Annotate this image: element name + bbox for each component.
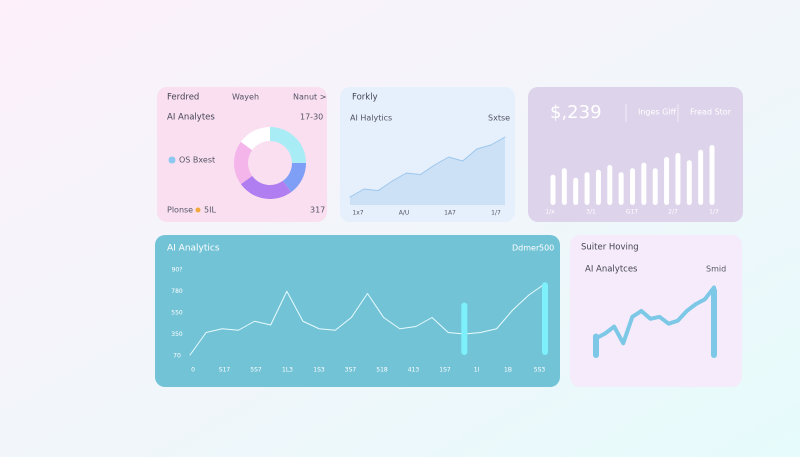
- footer: Plonse: [167, 206, 193, 215]
- x-tick-label: G1T: [626, 209, 638, 216]
- tab[interactable]: Nanut >: [293, 93, 326, 102]
- x-tick-label: 5S3: [534, 367, 546, 374]
- bar: [595, 169, 601, 205]
- footer: 5IL: [204, 206, 216, 215]
- x-tick-label: 1/x: [545, 209, 555, 216]
- bar: [652, 168, 658, 205]
- x-tick-label: 1B: [504, 367, 512, 374]
- card: [570, 235, 742, 387]
- line: [189, 283, 546, 356]
- value: $,239: [550, 102, 602, 123]
- line: [349, 136, 506, 198]
- x-tick-label: 1A7: [444, 210, 456, 217]
- bar: [461, 302, 468, 355]
- bar: [573, 177, 579, 205]
- x-tick-label: 2/7: [668, 209, 678, 216]
- x-tick-label: 518: [376, 367, 388, 374]
- bar: [550, 174, 556, 205]
- bar: [542, 282, 548, 355]
- bar: [664, 157, 670, 205]
- legend-dot: [168, 156, 176, 164]
- range: 17-30: [300, 113, 323, 122]
- y-tick-label: 350: [171, 331, 183, 338]
- y-tick-label: 780: [171, 288, 183, 295]
- card: [155, 235, 560, 387]
- bar: [698, 149, 704, 205]
- stat: Fread Stor: [690, 108, 732, 117]
- tag[interactable]: Ddmer: [512, 244, 540, 253]
- y-tick-label: 550: [171, 310, 183, 317]
- bar: [618, 172, 624, 205]
- tag: Smid: [706, 265, 726, 274]
- bar: [584, 172, 590, 205]
- x-tick-label: 1L3: [282, 367, 293, 374]
- subtitle: AI Analytces: [585, 265, 638, 275]
- bar: [593, 333, 599, 358]
- bar: [686, 160, 692, 205]
- card-title: Forkly: [352, 93, 378, 103]
- donut-segment: [282, 163, 306, 193]
- x-tick-label: 1S3: [313, 367, 325, 374]
- subtitle: AI Halytics: [350, 114, 392, 123]
- plots: 1x7 A/U 1A7 1/7 1/x 3/1 G1T 2/7 1/7 90? 780 550 350 7…: [171, 127, 719, 374]
- bar: [709, 145, 715, 205]
- legend: OS Bxest: [179, 156, 215, 165]
- donut-segment: [270, 127, 306, 163]
- y-tick-label: 70: [173, 353, 181, 360]
- footer-dot: [195, 207, 201, 213]
- donut-segment: [240, 175, 292, 200]
- x-tick-label: 413: [408, 367, 420, 374]
- card: [340, 87, 515, 222]
- footer: 317: [310, 206, 325, 215]
- bar: [630, 168, 635, 205]
- stat: Inges Glff: [638, 108, 677, 117]
- card-title: Ferdred: [167, 93, 199, 103]
- x-tick-label: 1S7: [439, 367, 451, 374]
- x-tick-label: S17: [219, 367, 231, 374]
- y-tick-label: 90?: [172, 267, 183, 274]
- bar: [607, 165, 613, 205]
- x-tick-label: 5S7: [250, 367, 262, 374]
- tag: 500: [539, 244, 554, 253]
- x-tick-label: 0: [191, 367, 195, 374]
- tag: Sxtse: [488, 114, 510, 123]
- x-tick-label: 3/1: [586, 209, 596, 216]
- donut-segment: [234, 141, 253, 185]
- donut-segment: [240, 127, 270, 151]
- x-tick-label: 1/7: [491, 210, 501, 217]
- line: [594, 285, 716, 346]
- tab[interactable]: Wayeh: [232, 93, 259, 102]
- card-title: AI Analytics: [167, 244, 220, 254]
- subtitle: AI Analytes: [167, 113, 215, 123]
- x-tick-label: 1/7: [709, 209, 719, 216]
- bar: [711, 287, 717, 358]
- x-tick-label: 1I: [474, 367, 480, 374]
- bar: [641, 162, 647, 205]
- x-tick-label: 3S7: [345, 367, 357, 374]
- x-tick-label: 1x7: [352, 210, 363, 217]
- area: [350, 137, 505, 205]
- x-tick-label: A/U: [399, 210, 410, 217]
- bar: [675, 153, 681, 205]
- card-title: Suiter Hoving: [581, 243, 639, 253]
- bar: [561, 168, 567, 205]
